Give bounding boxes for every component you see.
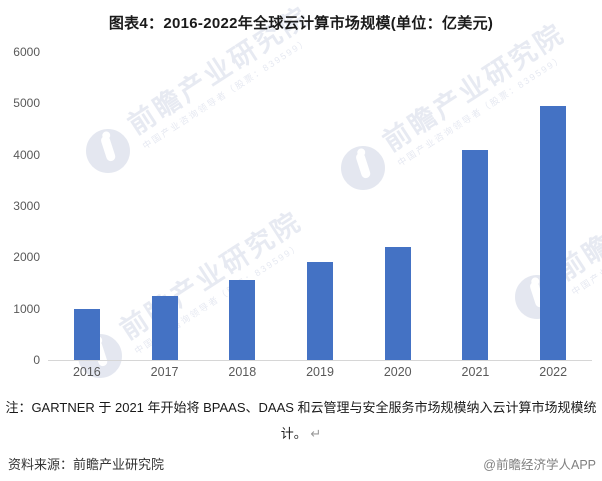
y-tick-label-1000: 1000 bbox=[13, 301, 40, 316]
return-mark: ↵ bbox=[310, 426, 322, 441]
bar-slot-2021 bbox=[437, 52, 515, 360]
footer: 资料来源：前瞻产业研究院 @前瞻经济学人APP bbox=[8, 454, 596, 473]
x-tick-label-2016: 2016 bbox=[72, 365, 101, 379]
x-axis-line bbox=[48, 360, 592, 361]
bar-slot-2022 bbox=[514, 52, 592, 360]
bar-2016 bbox=[73, 308, 100, 360]
y-axis: 0 1000 2000 3000 4000 5000 6000 bbox=[0, 46, 40, 366]
bar-series bbox=[48, 52, 592, 360]
x-axis-labels: 2016 2017 2018 2019 2020 2021 2022 bbox=[48, 365, 592, 379]
bar-2019 bbox=[307, 262, 334, 360]
x-tick-label-2021: 2021 bbox=[461, 365, 490, 379]
bar-slot-2019 bbox=[281, 52, 359, 360]
bar-slot-2020 bbox=[359, 52, 437, 360]
y-tick-label-0: 0 bbox=[33, 353, 40, 367]
note-text: 注：GARTNER 于 2021 年开始将 BPAAS、DAAS 和云管理与安全… bbox=[5, 400, 597, 441]
bar-slot-2018 bbox=[203, 52, 281, 360]
data-source-label: 资料来源：前瞻产业研究院 bbox=[8, 457, 165, 472]
chart-title: 图表4：2016-2022年全球云计算市场规模(单位：亿美元) bbox=[108, 15, 494, 32]
credit-label: @前瞻经济学人APP bbox=[483, 458, 596, 472]
x-tick-label-2018: 2018 bbox=[228, 365, 257, 379]
x-tick-label-2022: 2022 bbox=[539, 365, 568, 379]
x-tick-label-2020: 2020 bbox=[383, 365, 412, 379]
bar-slot-2017 bbox=[126, 52, 204, 360]
x-tick-label-2017: 2017 bbox=[150, 365, 179, 379]
y-tick-label-2000: 2000 bbox=[13, 250, 40, 265]
y-tick-label-3000: 3000 bbox=[13, 199, 40, 213]
y-tick-label-6000: 6000 bbox=[13, 45, 40, 59]
y-tick-label-5000: 5000 bbox=[13, 96, 40, 111]
bar-2017 bbox=[151, 295, 178, 360]
y-tick-label-4000: 4000 bbox=[13, 147, 40, 162]
bar-2022 bbox=[540, 105, 567, 360]
bar-2018 bbox=[229, 280, 256, 360]
x-tick-label-2019: 2019 bbox=[306, 365, 334, 379]
bar-2020 bbox=[384, 247, 411, 360]
bar-slot-2016 bbox=[48, 52, 126, 360]
bar-2021 bbox=[462, 149, 489, 360]
chart-note: 注：GARTNER 于 2021 年开始将 BPAAS、DAAS 和云管理与安全… bbox=[4, 395, 598, 447]
